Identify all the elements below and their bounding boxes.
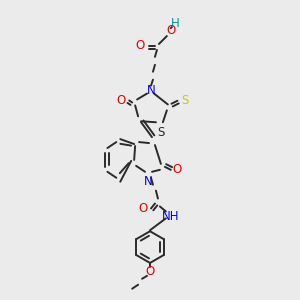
Text: O: O xyxy=(138,202,148,215)
Text: O: O xyxy=(136,40,145,52)
Text: N: N xyxy=(144,175,152,188)
Text: S: S xyxy=(181,94,188,107)
Text: O: O xyxy=(166,24,176,37)
Text: O: O xyxy=(117,94,126,107)
Text: NH: NH xyxy=(162,210,180,223)
Text: O: O xyxy=(172,163,182,176)
Text: O: O xyxy=(146,266,154,278)
Text: S: S xyxy=(157,126,165,139)
Text: N: N xyxy=(147,84,155,97)
Text: H: H xyxy=(170,17,179,30)
